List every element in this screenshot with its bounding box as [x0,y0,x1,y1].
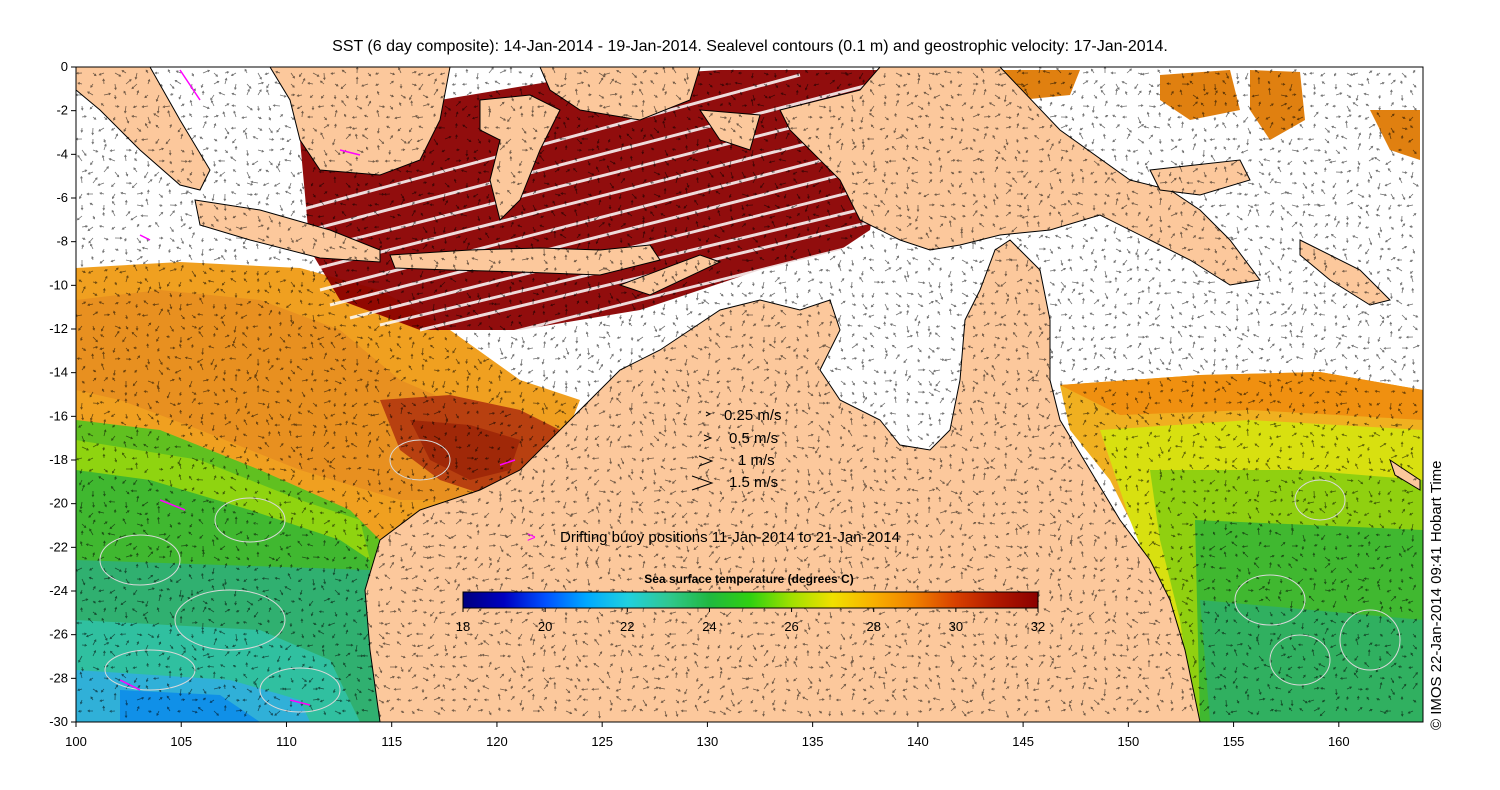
copyright-note: © IMOS 22-Jan-2014 09:41 Hobart Time [1428,460,1445,730]
colorbar-tick-label: 24 [702,619,716,634]
x-tick-label: 150 [1117,734,1139,749]
x-tick-label: 105 [170,734,192,749]
x-tick-label: 140 [907,734,929,749]
land-borneo [269,67,451,176]
y-tick-label: -16 [49,408,68,423]
y-tick-label: -22 [49,539,68,554]
velocity-label-2: 1 m/s [738,452,775,469]
x-tick-label: 125 [591,734,613,749]
velocity-legend-item-1: 0.5 m/s [703,430,778,447]
land-sulawesi [479,94,561,221]
colorbar-bar [462,591,1039,609]
land-north-islands [539,67,701,121]
plot-area [76,67,1423,722]
buoy-symbol-icon: > [527,529,536,546]
velocity-legend-item-3: 1.5 m/s [691,474,778,491]
y-tick-label: -30 [49,714,68,729]
land-new-caledonia [1389,458,1421,491]
arrow-1.5-icon [691,475,714,491]
buoy-trails [119,69,516,706]
colorbar-tick-label: 18 [456,619,470,634]
colorbar-tick-label: 26 [784,619,798,634]
buoy-label: Drifting buoy positions 11-Jan-2014 to 2… [560,529,900,546]
land-sumatra [76,67,211,191]
y-tick-label: -14 [49,365,68,380]
colorbar-tick-label: 20 [538,619,552,634]
x-tick-label: 130 [697,734,719,749]
colorbar-ticks: 18 20 22 24 26 28 30 32 [456,608,1045,634]
land-timor [618,254,722,296]
arrow-1-icon [698,455,714,467]
x-tick-label: 115 [381,734,402,749]
arrow-0.25-icon [705,411,712,417]
map-title: SST (6 day composite): 14-Jan-2014 - 19-… [332,38,1168,55]
y-tick-label: -6 [56,190,68,205]
colorbar-tick-label: 30 [949,619,963,634]
arrow-0.5-icon [703,434,713,442]
y-tick-label: -12 [49,321,68,336]
y-tick-label: -28 [49,670,68,685]
x-tick-label: 145 [1012,734,1034,749]
velocity-legend-item-0: 0.25 m/s [705,407,782,424]
x-tick-label: 110 [276,734,297,749]
colorbar-title: Sea surface temperature (degrees C) [644,572,853,586]
vector-arrows [76,67,1421,719]
land-moluccas [699,109,761,151]
velocity-legend-item-2: 1 m/s [698,452,775,469]
x-tick-label: 100 [65,734,87,749]
y-tick-label: -24 [49,583,68,598]
y-tick-label: -26 [49,627,68,642]
x-tick-label: 160 [1328,734,1350,749]
land-java [194,199,381,263]
velocity-label-3: 1.5 m/s [729,474,778,491]
x-tick-label: 120 [486,734,508,749]
x-tick-label: 135 [802,734,824,749]
x-axis: 100 105 110 115 120 125 130 135 140 145 150 155 160 [65,722,1350,749]
y-tick-label: 0 [61,59,68,74]
x-tick-label: 155 [1223,734,1245,749]
y-tick-label: -18 [49,452,68,467]
y-tick-label: -4 [56,146,68,161]
buoy-legend: > Drifting buoy positions 11-Jan-2014 to… [527,529,900,546]
velocity-label-1: 0.5 m/s [729,430,778,447]
sealevel-contours [99,439,1401,713]
y-tick-label: -10 [49,277,68,292]
y-tick-label: -2 [56,103,68,118]
velocity-vectors [76,67,1421,719]
colorbar-tick-label: 32 [1031,619,1045,634]
y-tick-label: -20 [49,496,68,511]
colorbar-tick-label: 22 [620,619,634,634]
land-lesser-sunda [389,244,661,276]
velocity-legend: 0.25 m/s 0.5 m/s 1 m/s 1.5 m/s [691,407,782,491]
colorbar-tick-label: 28 [866,619,880,634]
colorbar: Sea surface temperature (degrees C) 18 20… [456,572,1045,634]
axes-frame [75,66,1424,723]
y-tick-label: -8 [56,234,68,249]
y-axis: 0 -2 -4 -6 -8 -10 -12 -14 -16 -18 -20 -22 -24 -26 -28 -… [49,59,76,729]
velocity-label-0: 0.25 m/s [724,407,782,424]
land-solomons [1299,239,1391,306]
